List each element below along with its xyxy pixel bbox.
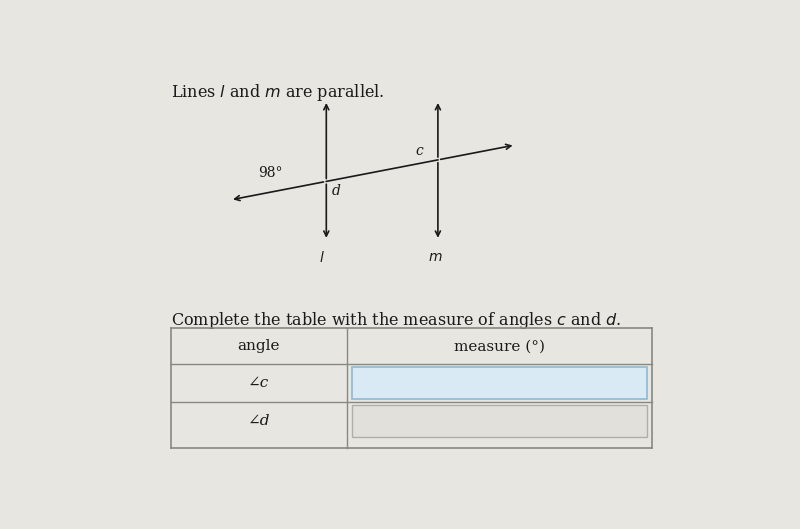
Text: d: d [331, 184, 340, 198]
Text: ∠c: ∠c [248, 376, 270, 390]
Text: $m$: $m$ [427, 250, 442, 263]
Text: c: c [416, 144, 424, 158]
Text: Lines $l$ and $m$ are parallel.: Lines $l$ and $m$ are parallel. [171, 82, 385, 103]
Bar [352, 405, 647, 436]
Text: angle: angle [238, 339, 280, 353]
Bar [171, 328, 652, 449]
Text: Complete the table with the measure of angles $c$ and $d$.: Complete the table with the measure of a… [171, 310, 622, 331]
Text: $l$: $l$ [319, 250, 325, 264]
Text: ∠d: ∠d [248, 414, 270, 428]
Text: 98°: 98° [258, 167, 283, 180]
Bar [352, 367, 647, 399]
Text: measure (°): measure (°) [454, 339, 545, 353]
